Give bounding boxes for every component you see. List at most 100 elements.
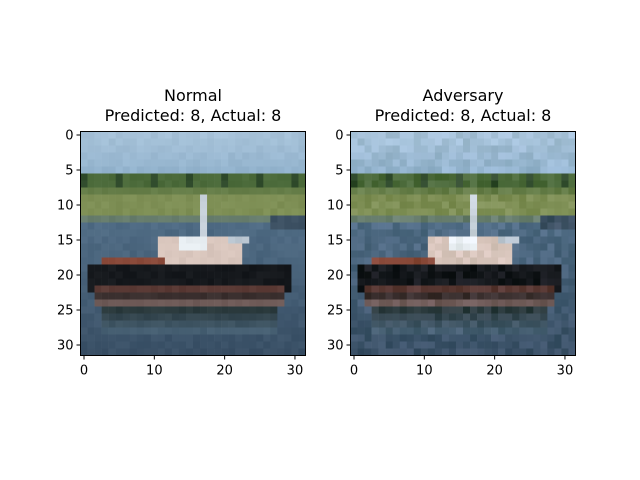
image-pixel (129, 173, 138, 181)
image-pixel (526, 243, 534, 251)
image-pixel (413, 173, 422, 181)
image-pixel (406, 264, 415, 272)
image-pixel (547, 334, 555, 342)
image-pixel (221, 250, 229, 258)
image-pixel (143, 208, 152, 216)
image-pixel (101, 131, 109, 139)
image-pixel (143, 180, 152, 188)
image-pixel (568, 173, 576, 181)
image-pixel (441, 341, 450, 349)
image-pixel (526, 138, 534, 146)
image-pixel (235, 166, 243, 174)
image-pixel (357, 152, 365, 160)
image-pixel (221, 159, 229, 167)
image-pixel (434, 145, 443, 153)
image-pixel (441, 145, 450, 153)
image-pixel (512, 264, 520, 272)
image-pixel (249, 180, 257, 188)
image-pixel (505, 236, 513, 244)
image-pixel (378, 236, 386, 244)
image-pixel (554, 320, 562, 328)
image-pixel (193, 215, 201, 223)
image-pixel (284, 341, 292, 349)
image-pixel (484, 271, 492, 279)
image-pixel (378, 327, 386, 335)
panel-normal: Normal Predicted: 8, Actual: 8 0 10 20 30 0… (57, 86, 306, 379)
image-pixel (512, 194, 520, 202)
image-pixel (392, 222, 401, 230)
image-pixel (470, 173, 478, 181)
image-pixel (385, 299, 393, 307)
image-pixel (115, 299, 123, 307)
image-pixel (87, 320, 95, 328)
image-pixel (463, 292, 471, 300)
image-pixel (392, 320, 401, 328)
image-pixel (463, 145, 471, 153)
image-pixel (87, 166, 95, 174)
image-pixel (477, 306, 485, 314)
image-pixel (101, 208, 109, 216)
image-pixel (364, 271, 372, 279)
image-pixel (171, 299, 180, 307)
image-pixel (364, 278, 372, 286)
image-pixel (448, 271, 457, 279)
image-pixel (157, 292, 166, 300)
image-pixel (150, 348, 159, 356)
image-pixel (129, 250, 138, 258)
image-pixel (298, 327, 306, 335)
image-pixel (193, 285, 201, 293)
image-pixel (207, 264, 215, 272)
image-pixel (364, 292, 372, 300)
image-pixel (505, 306, 513, 314)
image-pixel (378, 229, 386, 237)
image-pixel (526, 180, 534, 188)
image-pixel (185, 320, 194, 328)
image-pixel (448, 131, 457, 139)
image-pixel (491, 313, 499, 321)
image-pixel (357, 236, 365, 244)
panel-title-line2: Predicted: 8, Actual: 8 (375, 106, 552, 125)
image-pixel (498, 201, 506, 209)
image-pixel (214, 159, 222, 167)
image-pixel (568, 229, 576, 237)
image-pixel (178, 278, 187, 286)
image-pixel (207, 166, 215, 174)
image-pixel (207, 348, 215, 356)
image-pixel (434, 348, 443, 356)
image-pixel (277, 320, 285, 328)
image-pixel (136, 278, 145, 286)
image-pixel (455, 208, 464, 216)
image-pixel (242, 152, 250, 160)
image-pixel (249, 201, 257, 209)
image-pixel (505, 313, 513, 321)
image-pixel (291, 320, 299, 328)
image-pixel (441, 159, 450, 167)
image-pixel (385, 320, 393, 328)
image-pixel (561, 341, 569, 349)
image-pixel (491, 292, 499, 300)
image-pixel (143, 187, 152, 195)
image-pixel (547, 187, 555, 195)
image-pixel (561, 320, 569, 328)
image-pixel (364, 152, 372, 160)
image-pixel (129, 243, 138, 251)
image-pixel (200, 334, 208, 342)
image-pixel (94, 285, 102, 293)
image-pixel (540, 341, 548, 349)
image-pixel (136, 145, 145, 153)
image-pixel (157, 138, 166, 146)
image-pixel (200, 271, 208, 279)
image-pixel (568, 145, 576, 153)
image-pixel (406, 327, 415, 335)
image-pixel (228, 257, 236, 265)
image-pixel (136, 327, 145, 335)
image-pixel (371, 173, 379, 181)
image-pixel (164, 271, 173, 279)
image-pixel (235, 313, 243, 321)
image-pixel (470, 194, 478, 202)
image-pixel (221, 285, 229, 293)
image-pixel (108, 306, 116, 314)
image-pixel (242, 341, 250, 349)
image-pixel (526, 313, 534, 321)
image-pixel (270, 145, 278, 153)
